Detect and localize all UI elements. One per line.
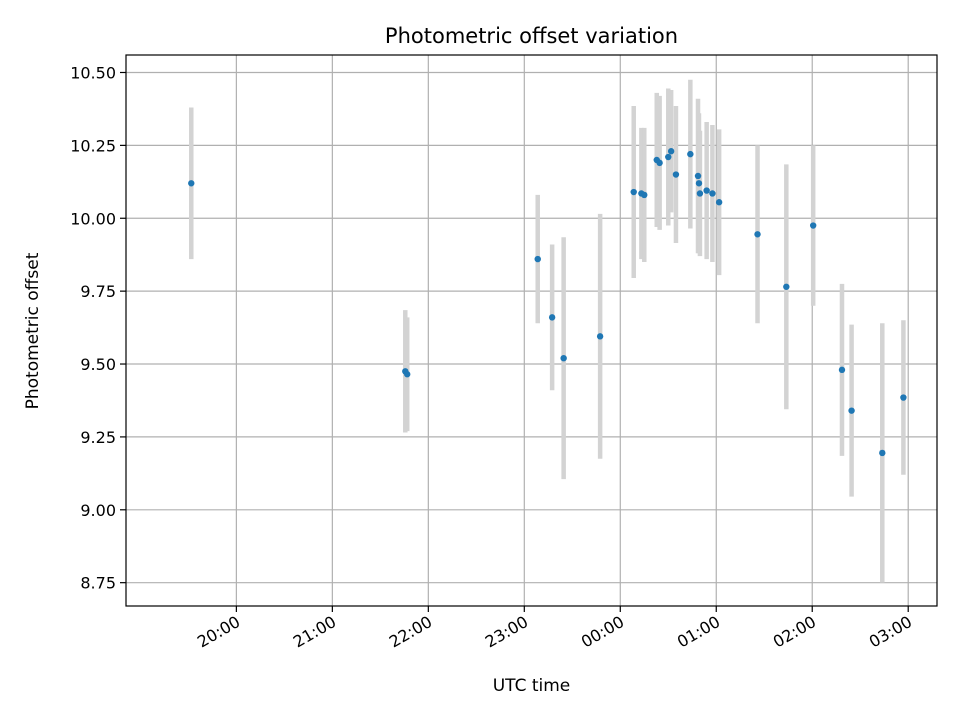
- data-points: [188, 148, 907, 457]
- data-point: [848, 407, 855, 414]
- data-point: [754, 231, 761, 238]
- y-axis-title: Photometric offset: [23, 252, 43, 409]
- data-point: [534, 255, 541, 263]
- data-point: [672, 171, 680, 178]
- y-tick-label: 9.25: [80, 428, 116, 447]
- data-point: [548, 314, 556, 321]
- x-axis-title: UTC time: [493, 676, 571, 696]
- error-bars: [189, 79, 906, 583]
- data-point: [900, 394, 907, 401]
- data-point: [560, 354, 567, 362]
- grid: [126, 55, 937, 606]
- x-tick-label: 02:00: [770, 612, 819, 652]
- y-tick-label: 9.50: [80, 355, 116, 374]
- x-tick-label: 21:00: [290, 612, 339, 652]
- data-point: [783, 283, 790, 290]
- x-tick-label: 23:00: [482, 612, 531, 652]
- data-point: [809, 222, 817, 229]
- chart-title: Photometric offset variation: [385, 24, 678, 48]
- y-axis: 8.75 9.00 9.25 9.50 9.75 10.00 10.25 10.50: [70, 63, 126, 593]
- data-point: [715, 199, 723, 206]
- x-axis: 20:00 21:00 22:00 23:00 00:00 01:00 02:00 03:00: [194, 606, 915, 652]
- y-tick-label: 8.75: [80, 574, 116, 593]
- data-point: [656, 159, 663, 167]
- y-tick-label: 10.25: [70, 136, 116, 155]
- data-point: [630, 188, 637, 196]
- data-point: [703, 187, 710, 194]
- data-point: [694, 172, 702, 180]
- x-tick-label: 03:00: [866, 612, 915, 652]
- data-point: [695, 180, 703, 187]
- data-point: [641, 191, 648, 199]
- y-tick-label: 10.50: [70, 63, 116, 82]
- y-tick-label: 10.00: [70, 209, 116, 228]
- data-point: [665, 153, 672, 161]
- data-point: [404, 371, 411, 378]
- data-point: [596, 333, 604, 340]
- data-point: [188, 180, 195, 187]
- data-point: [687, 150, 694, 158]
- x-tick-label: 01:00: [674, 612, 723, 652]
- x-tick-label: 22:00: [386, 612, 435, 652]
- y-tick-label: 9.00: [80, 501, 116, 520]
- plot-frame: [125, 54, 938, 607]
- x-tick-label: 20:00: [194, 612, 243, 652]
- data-point: [667, 148, 675, 155]
- x-tick-label: 00:00: [578, 612, 627, 652]
- data-point: [838, 366, 846, 374]
- data-point: [696, 190, 704, 197]
- data-point: [879, 449, 886, 457]
- y-tick-label: 9.75: [80, 282, 116, 301]
- data-point: [709, 190, 716, 197]
